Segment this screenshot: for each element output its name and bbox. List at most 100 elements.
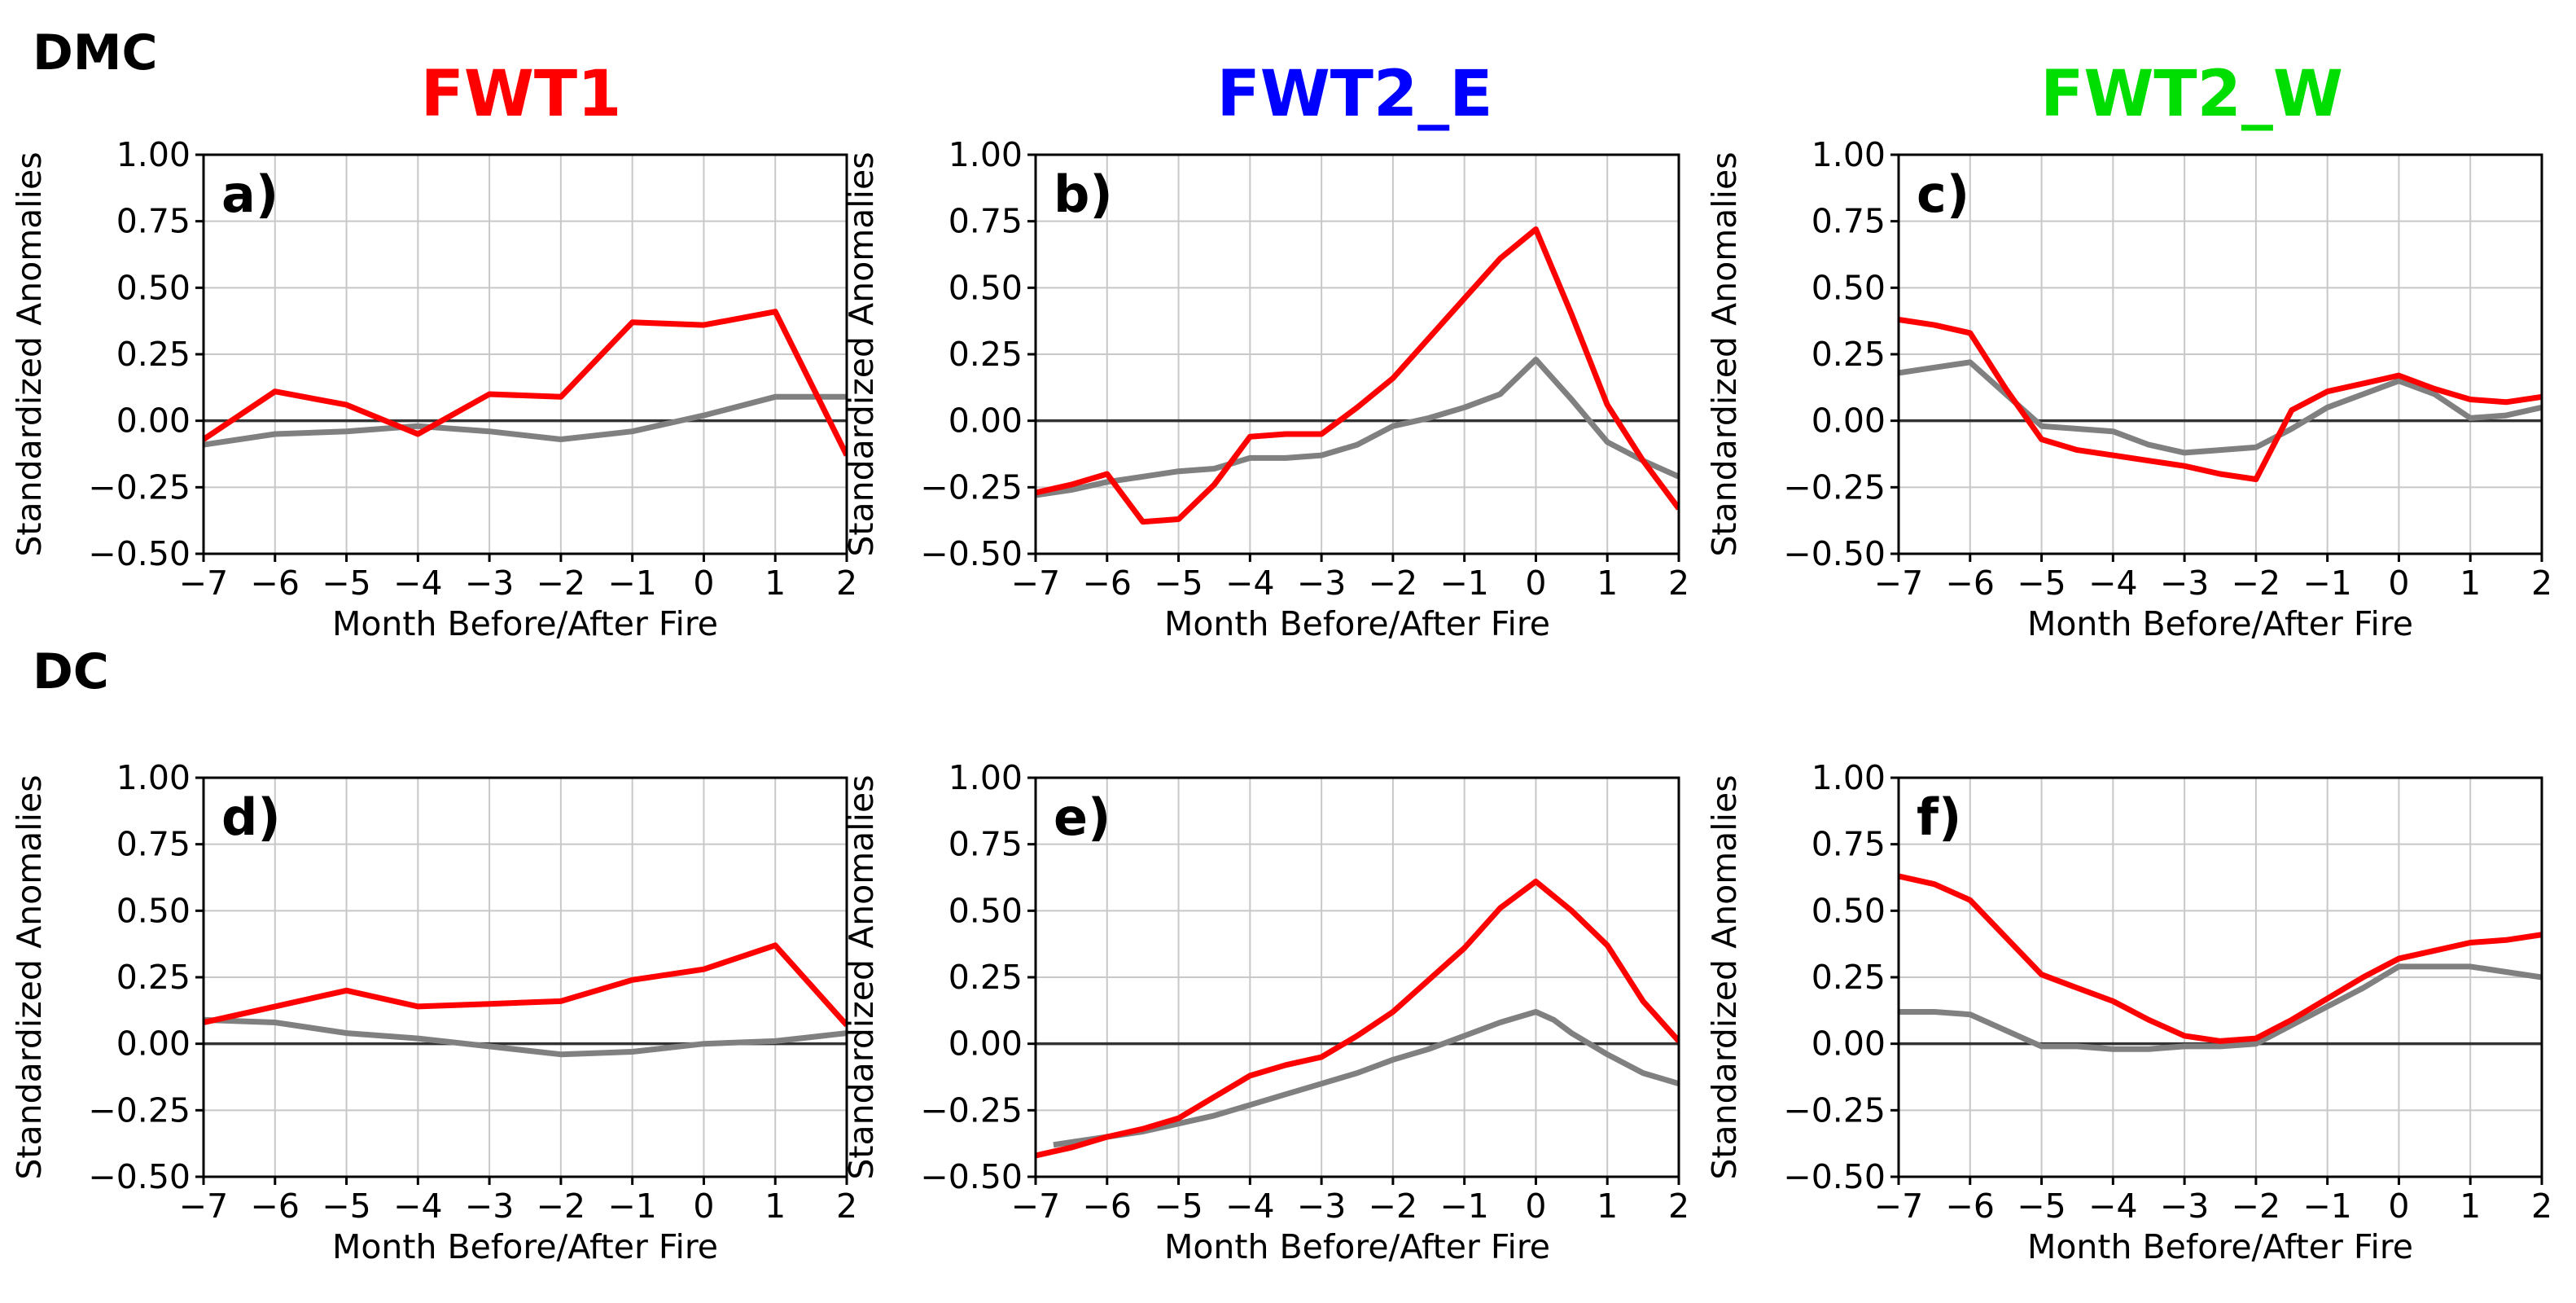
- y-tick-label: 0.00: [1812, 1024, 1886, 1064]
- y-tick-label: 0.75: [116, 202, 191, 241]
- x-tick-label: −3: [2160, 1187, 2209, 1226]
- panel-label: d): [221, 788, 281, 847]
- series-line-red: [1036, 226, 1679, 525]
- y-tick-label: 0.50: [948, 268, 1023, 307]
- panel-label: b): [1054, 165, 1113, 224]
- y-tick-label: −0.50: [1783, 1157, 1886, 1196]
- y-tick-label: 1.00: [116, 135, 191, 174]
- column-title-fwt2-w: FWT2_W: [2040, 58, 2343, 131]
- x-tick-label: −2: [537, 564, 585, 603]
- x-tick-label: 1: [764, 1187, 786, 1226]
- y-tick-label: 0.00: [1812, 401, 1886, 441]
- series-line-gray: [204, 393, 847, 448]
- x-tick-label: −3: [465, 564, 514, 603]
- x-tick-label: −4: [393, 1187, 442, 1226]
- y-tick-label: 0.75: [1812, 825, 1886, 864]
- x-tick-label: −4: [1225, 1187, 1274, 1226]
- x-tick-label: 1: [1597, 1187, 1618, 1226]
- series-line-red: [1899, 873, 2542, 1044]
- x-tick-label: 0: [2388, 1187, 2409, 1226]
- panel-c: −7 −6 −5 −4 −3 −2 −1 0 1 2 −0.50 −0.25 0.00 0.25 0.50 0…: [1705, 135, 2552, 643]
- y-tick-label: −0.25: [920, 467, 1023, 507]
- panel-f: −7 −6 −5 −4 −3 −2 −1 0 1 2 −0.50 −0.25 0.00 0.25 0.50 0…: [1705, 758, 2552, 1266]
- series-line-gray: [1036, 357, 1679, 498]
- y-tick-label: −0.25: [88, 467, 191, 507]
- y-tick-label: 0.00: [116, 1024, 191, 1064]
- panel-label: a): [221, 165, 278, 224]
- x-tick-label: −4: [2088, 1187, 2137, 1226]
- x-tick-label: 1: [2460, 1187, 2481, 1226]
- x-tick-label: −1: [607, 564, 656, 603]
- y-tick-label: −0.50: [88, 1157, 191, 1196]
- x-tick-label: −1: [2302, 1187, 2351, 1226]
- y-tick-label: 0.00: [948, 401, 1023, 441]
- x-tick-label: 2: [2531, 1187, 2552, 1226]
- y-tick-label: 0.75: [948, 202, 1023, 241]
- y-tick-label: 0.25: [1812, 335, 1886, 374]
- x-tick-label: −7: [1874, 564, 1923, 603]
- y-tick-label: 0.25: [116, 958, 191, 997]
- y-axis-label: Standardized Anomalies: [10, 151, 49, 556]
- y-tick-label: −0.25: [1783, 1090, 1886, 1130]
- series-line-gray: [204, 1016, 847, 1058]
- x-tick-label: −2: [537, 1187, 585, 1226]
- x-tick-label: 2: [1668, 564, 1689, 603]
- x-tick-label: 1: [2460, 564, 2481, 603]
- x-tick-label: −6: [1083, 1187, 1132, 1226]
- x-tick-label: −2: [1369, 564, 1417, 603]
- y-tick-label: −0.25: [920, 1090, 1023, 1130]
- x-tick-label: −1: [607, 1187, 656, 1226]
- y-tick-label: −0.25: [1783, 467, 1886, 507]
- x-tick-label: −6: [251, 1187, 300, 1226]
- x-tick-label: −5: [1154, 1187, 1203, 1226]
- y-tick-label: 0.50: [116, 891, 191, 930]
- x-tick-label: −5: [1154, 564, 1203, 603]
- x-tick-label: −1: [1439, 564, 1488, 603]
- x-tick-label: 0: [693, 564, 714, 603]
- y-tick-label: 0.75: [948, 825, 1023, 864]
- y-tick-label: 1.00: [948, 135, 1023, 174]
- x-tick-label: −2: [2232, 1187, 2280, 1226]
- x-tick-label: −4: [1225, 564, 1274, 603]
- x-tick-label: −5: [322, 1187, 370, 1226]
- y-axis-label: Standardized Anomalies: [842, 151, 881, 556]
- x-axis-label: Month Before/After Fire: [2027, 1227, 2413, 1266]
- x-tick-label: 0: [2388, 564, 2409, 603]
- x-tick-label: −3: [1297, 564, 1346, 603]
- x-axis-label: Month Before/After Fire: [332, 604, 718, 643]
- series-line-red: [1036, 878, 1679, 1159]
- y-tick-label: 1.00: [116, 758, 191, 797]
- x-tick-label: 0: [693, 1187, 714, 1226]
- y-axis-label: Standardized Anomalies: [1705, 774, 1744, 1179]
- panel-label: f): [1917, 788, 1961, 847]
- x-tick-label: −6: [1083, 564, 1132, 603]
- series-line-red: [204, 942, 847, 1028]
- x-tick-label: −3: [1297, 1187, 1346, 1226]
- y-tick-label: −0.50: [88, 534, 191, 573]
- panel-label: e): [1054, 788, 1111, 847]
- y-tick-label: 0.25: [1812, 958, 1886, 997]
- x-axis-label: Month Before/After Fire: [1164, 1227, 1550, 1266]
- y-tick-label: 0.25: [948, 958, 1023, 997]
- series-line-red: [204, 309, 847, 457]
- x-tick-label: 1: [1597, 564, 1618, 603]
- x-tick-label: 2: [836, 564, 857, 603]
- y-tick-label: −0.50: [920, 1157, 1023, 1196]
- x-tick-label: −7: [1874, 1187, 1923, 1226]
- row-label-dmc: DMC: [33, 24, 158, 81]
- series-line-red: [1899, 317, 2542, 482]
- x-tick-label: −7: [1011, 564, 1060, 603]
- y-tick-label: −0.50: [920, 534, 1023, 573]
- x-tick-label: 2: [1668, 1187, 1689, 1226]
- column-title-fwt2-e: FWT2_E: [1216, 58, 1492, 131]
- y-tick-label: 0.50: [116, 268, 191, 307]
- x-tick-label: 2: [836, 1187, 857, 1226]
- x-tick-label: −7: [179, 1187, 228, 1226]
- y-tick-label: 0.00: [116, 401, 191, 441]
- x-tick-label: −5: [2017, 1187, 2066, 1226]
- y-tick-label: 0.50: [1812, 268, 1886, 307]
- row-label-dc: DC: [33, 643, 109, 700]
- y-tick-label: 0.75: [1812, 202, 1886, 241]
